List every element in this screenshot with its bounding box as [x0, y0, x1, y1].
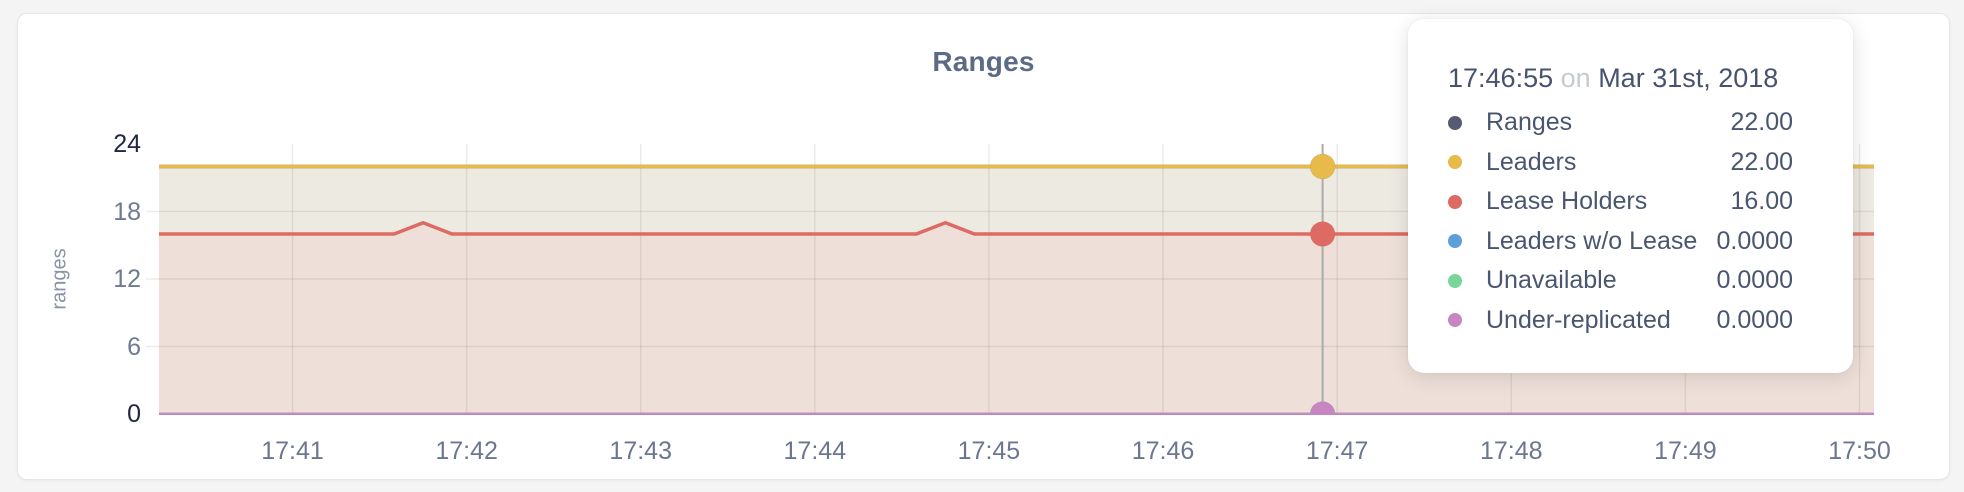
x-tick: 17:49: [1654, 437, 1717, 465]
chart-card: Ranges ranges 0 6 12 18 24 17:41 17:42 17:43 17…: [17, 13, 1950, 480]
tooltip-rows: Ranges 22.00 Leaders 22.00 Lease Holders 16.0…: [1448, 103, 1793, 340]
tooltip-date: Mar 31st, 2018: [1598, 63, 1779, 93]
tooltip-header: 17:46:55 on Mar 31st, 2018: [1448, 59, 1793, 97]
series-color-dot-icon: [1448, 273, 1462, 288]
tooltip-series-value: 0.0000: [1716, 305, 1793, 334]
x-tick: 17:44: [783, 437, 847, 465]
tooltip-series-value: 22.00: [1730, 108, 1793, 137]
tooltip-series-label: Leaders: [1486, 147, 1577, 176]
series-color-dot-icon: [1448, 115, 1462, 130]
tooltip-series-label: Lease Holders: [1486, 187, 1648, 216]
tooltip-row: Under-replicated 0.0000: [1448, 301, 1793, 341]
tooltip-series-value: 16.00: [1730, 187, 1793, 216]
tooltip-row: Unavailable 0.0000: [1448, 261, 1793, 301]
series-color-dot-icon: [1448, 313, 1462, 328]
tooltip-row: Ranges 22.00: [1448, 103, 1793, 143]
tooltip-on-word: on: [1560, 63, 1591, 93]
x-tick: 17:50: [1828, 437, 1891, 465]
x-tick: 17:47: [1305, 437, 1369, 465]
x-tick: 17:45: [957, 437, 1021, 465]
hover-dot-under-replicated: [1310, 401, 1336, 415]
series-color-dot-icon: [1448, 194, 1462, 209]
y-tick: 12: [113, 265, 141, 293]
series-color-dot-icon: [1448, 234, 1462, 249]
tooltip-series-label: Under-replicated: [1486, 305, 1671, 334]
x-tick: 17:46: [1131, 437, 1195, 465]
tooltip-series-label: Ranges: [1486, 108, 1573, 137]
x-tick: 17:43: [609, 437, 672, 465]
hover-dot-lease-holders: [1310, 221, 1336, 247]
tooltip-series-label: Leaders w/o Lease: [1486, 226, 1698, 255]
series-line-lease-holders: [159, 220, 1874, 236]
hover-tooltip: 17:46:55 on Mar 31st, 2018 Ranges 22.00 Le…: [1408, 19, 1853, 373]
tooltip-series-label: Unavailable: [1486, 266, 1617, 295]
y-tick: 18: [113, 197, 141, 226]
x-tick: 17:42: [435, 437, 498, 465]
series-color-dot-icon: [1448, 155, 1462, 170]
y-tick: 6: [127, 332, 141, 361]
tooltip-row: Leaders w/o Lease 0.0000: [1448, 222, 1793, 262]
tooltip-row: Lease Holders 16.00: [1448, 182, 1793, 222]
y-tick: 0: [127, 400, 141, 428]
tooltip-time: 17:46:55: [1448, 63, 1554, 93]
tooltip-series-value: 0.0000: [1716, 266, 1793, 295]
x-tick: 17:48: [1479, 437, 1543, 465]
x-tick: 17:41: [261, 437, 324, 465]
tooltip-row: Leaders 22.00: [1448, 143, 1793, 183]
tooltip-series-value: 22.00: [1730, 147, 1793, 176]
y-tick: 24: [113, 130, 141, 158]
chart-title: Ranges: [932, 46, 1035, 77]
hover-dot-leaders: [1310, 154, 1336, 179]
tooltip-series-value: 0.0000: [1716, 226, 1793, 255]
